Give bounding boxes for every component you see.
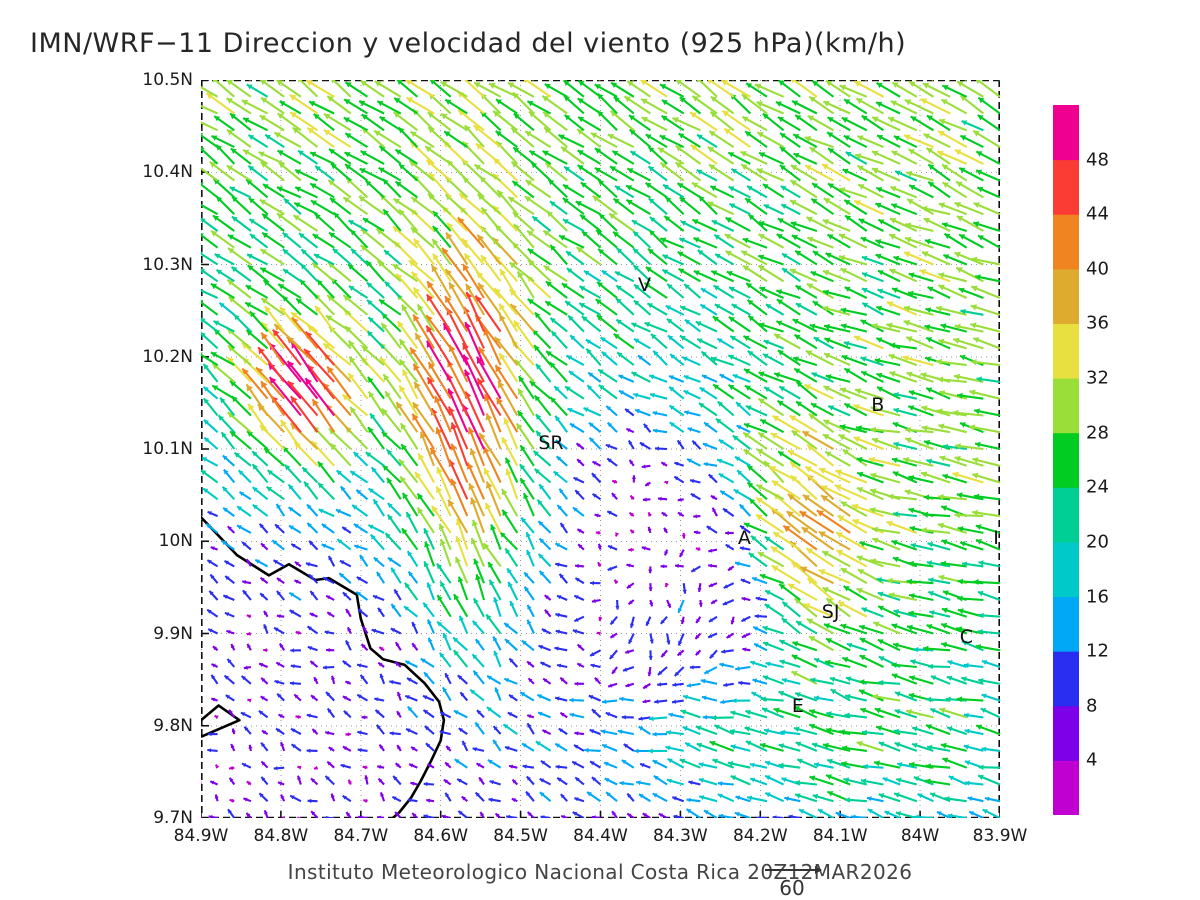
reference-vector-label: 60 (779, 876, 805, 900)
y-tick-label: 10.2N (142, 346, 193, 367)
y-tick-label: 9.9N (153, 623, 193, 644)
x-tick-label: 84.1W (812, 826, 868, 846)
colorbar-tick-label: 4 (1086, 749, 1098, 771)
colorbar-tick-label: 36 (1086, 312, 1109, 334)
x-tick-label: 84.9W (173, 826, 229, 846)
colorbar-tick-label: 40 (1086, 258, 1109, 280)
x-tick-label: 84.8W (253, 826, 309, 846)
x-tick-label: 84W (900, 826, 940, 846)
x-tick-label: 84.7W (333, 826, 389, 846)
colorbar (1053, 105, 1079, 815)
x-tick-label: 84.4W (573, 826, 628, 846)
colorbar-tick-label: 44 (1086, 203, 1109, 225)
x-tick-label: 84.3W (653, 826, 708, 846)
colorbar-tick-label: 8 (1086, 695, 1098, 717)
wind-vector-plot[interactable]: V SR B A I SJ C E (201, 80, 1000, 818)
x-tick-label: 84.2W (732, 826, 788, 846)
x-tick-label: 84.5W (493, 826, 548, 846)
y-tick-label: 10.4N (142, 162, 193, 183)
y-tick-label: 10.3N (142, 254, 193, 275)
x-tick-label: 83.9W (972, 826, 1028, 846)
y-tick-label: 9.8N (153, 715, 193, 736)
colorbar-tick-label: 28 (1086, 422, 1109, 444)
footer-credit: Instituto Meteorologico Nacional Costa R… (287, 860, 913, 884)
y-tick-label: 10.5N (142, 70, 193, 90)
reference-vector-arrow (765, 866, 822, 874)
colorbar-tick-label: 24 (1086, 476, 1109, 498)
y-tick-label: 10.1N (142, 439, 193, 459)
y-tick-label: 10N (158, 531, 193, 552)
x-tick-label: 84.6W (413, 826, 469, 846)
colorbar-tick-label: 48 (1086, 149, 1109, 171)
colorbar-tick-label: 16 (1086, 586, 1109, 608)
y-tick-label: 9.7N (153, 808, 193, 828)
colorbar-tick-label: 32 (1086, 367, 1109, 389)
wind-barb-field (201, 80, 1000, 818)
y-axis-labels: 9.7N 9.8N 9.9N 10N 10.1N 10.2N 10.3N 10.4N 10.5N (0, 0, 196, 900)
page-title: IMN/WRF−11 Direccion y velocidad del vie… (30, 28, 907, 59)
colorbar-tick-label: 12 (1086, 640, 1109, 662)
colorbar-tick-label: 20 (1086, 531, 1109, 553)
